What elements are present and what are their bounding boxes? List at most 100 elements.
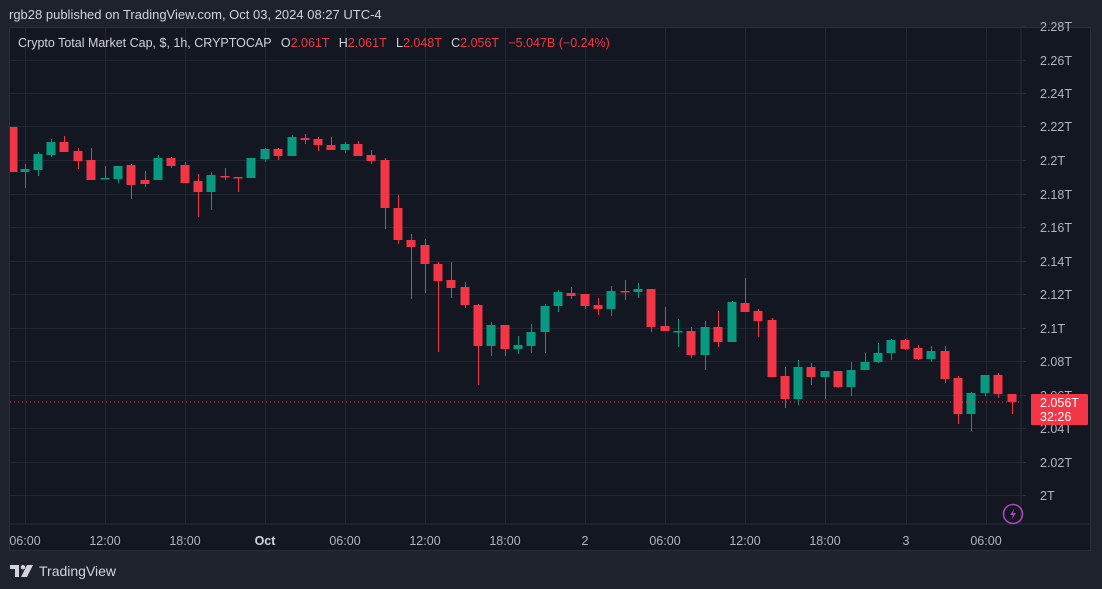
change-value: −5.047B (−0.24%) xyxy=(508,36,610,50)
price-tick-label: 2T xyxy=(1040,489,1055,503)
candle xyxy=(260,149,270,159)
candle xyxy=(366,155,376,161)
open-value: 2.061T xyxy=(290,36,330,50)
last-price-label: 2.056T 32:26 xyxy=(1031,394,1088,425)
candle xyxy=(206,175,216,192)
time-tick-label: Oct xyxy=(255,534,277,548)
candle xyxy=(940,351,950,379)
candle xyxy=(713,327,723,342)
price-tick-label: 2.08T xyxy=(1040,355,1072,369)
price-tick-label: 2.04T xyxy=(1040,422,1072,436)
time-tick-label: 18:00 xyxy=(169,534,200,548)
candle xyxy=(20,169,30,172)
bar-countdown: 32:26 xyxy=(1040,410,1071,424)
time-tick-label: 3 xyxy=(903,534,910,548)
candle xyxy=(873,353,883,362)
price-tick-label: 2.02T xyxy=(1040,456,1072,470)
time-tick-label: 12:00 xyxy=(409,534,440,548)
candle xyxy=(433,264,443,281)
symbol-title[interactable]: Crypto Total Market Cap, $, 1h, CRYPTOCA… xyxy=(18,36,272,50)
chart-frame[interactable] xyxy=(9,27,1091,551)
price-tick-label: 2.14T xyxy=(1040,255,1072,269)
candle xyxy=(593,305,603,309)
candle xyxy=(553,292,563,306)
candle xyxy=(913,348,923,359)
candle xyxy=(73,151,83,161)
candle xyxy=(287,137,297,156)
price-tick-label: 2.1T xyxy=(1040,322,1065,336)
time-axis[interactable]: 06:00 12:00 18:00 Oct 06:00 12:00 18:00 2 06:00 1… xyxy=(9,534,1001,548)
candle xyxy=(526,332,536,346)
lightning-icon[interactable] xyxy=(1002,503,1024,525)
low-label: L xyxy=(395,36,403,50)
candle xyxy=(113,166,123,179)
candle xyxy=(246,158,256,178)
candle xyxy=(100,178,110,180)
candle xyxy=(1007,394,1017,402)
candle xyxy=(633,289,643,292)
high-value: 2.061T xyxy=(347,36,387,50)
candle xyxy=(166,158,176,166)
candle xyxy=(220,176,230,178)
candle xyxy=(486,325,496,346)
candle xyxy=(406,240,416,247)
candle xyxy=(660,326,670,331)
time-tick-label: 06:00 xyxy=(329,534,360,548)
time-tick-label: 06:00 xyxy=(970,534,1001,548)
candle xyxy=(59,142,69,152)
candle xyxy=(340,144,350,150)
last-price-value: 2.056T xyxy=(1040,396,1079,410)
chart-legend: Crypto Total Market Cap, $, 1h, CRYPTOCA… xyxy=(18,36,610,50)
price-axis[interactable]: 2.28T 2.26T 2.24T 2.22T 2.2T 2.18T 2.16T 2.14T 2… xyxy=(1021,20,1072,503)
price-tick-label: 2.24T xyxy=(1040,87,1072,101)
candle xyxy=(620,291,630,293)
candle xyxy=(993,375,1003,394)
time-tick-label: 18:00 xyxy=(489,534,520,548)
candle xyxy=(46,142,56,155)
candle xyxy=(300,138,310,140)
published-caption: rgb28 published on TradingView.com, Oct … xyxy=(9,7,382,22)
candles xyxy=(10,127,1017,431)
price-tick-label: 2.2T xyxy=(1040,154,1065,168)
price-tick-label: 2.18T xyxy=(1040,188,1072,202)
time-tick-label: 12:00 xyxy=(89,534,120,548)
candle xyxy=(473,305,483,346)
candle xyxy=(966,393,976,414)
time-tick-label: 12:00 xyxy=(729,534,760,548)
candle xyxy=(953,378,963,414)
candle xyxy=(420,245,430,264)
tradingview-brand[interactable]: TradingView xyxy=(10,563,116,579)
grid-lines xyxy=(10,28,1021,524)
candle xyxy=(380,160,390,208)
candle xyxy=(926,351,936,359)
candle xyxy=(193,181,203,192)
candle xyxy=(646,289,656,327)
open-label: O xyxy=(280,36,291,50)
candle xyxy=(126,165,136,185)
candle xyxy=(273,149,283,156)
price-tick-label: 2.22T xyxy=(1040,120,1072,134)
candle xyxy=(513,345,523,349)
time-tick-label: 06:00 xyxy=(649,534,680,548)
time-tick-label: 06:00 xyxy=(9,534,40,548)
candle xyxy=(780,376,790,399)
candle xyxy=(900,340,910,349)
candle xyxy=(393,208,403,240)
close-value: 2.056T xyxy=(460,36,499,50)
candle xyxy=(886,340,896,353)
candle xyxy=(313,139,323,145)
candle xyxy=(740,303,750,312)
price-tick-label: 2.16T xyxy=(1040,221,1072,235)
candle xyxy=(180,165,190,183)
candle xyxy=(153,158,163,180)
candle xyxy=(793,367,803,399)
candle xyxy=(460,287,470,305)
candle xyxy=(580,294,590,306)
candle xyxy=(673,331,683,333)
candle xyxy=(500,325,510,349)
candle xyxy=(846,370,856,387)
close-label: C xyxy=(451,36,461,50)
high-label: H xyxy=(338,36,348,50)
price-tick-label: 2.12T xyxy=(1040,288,1072,302)
